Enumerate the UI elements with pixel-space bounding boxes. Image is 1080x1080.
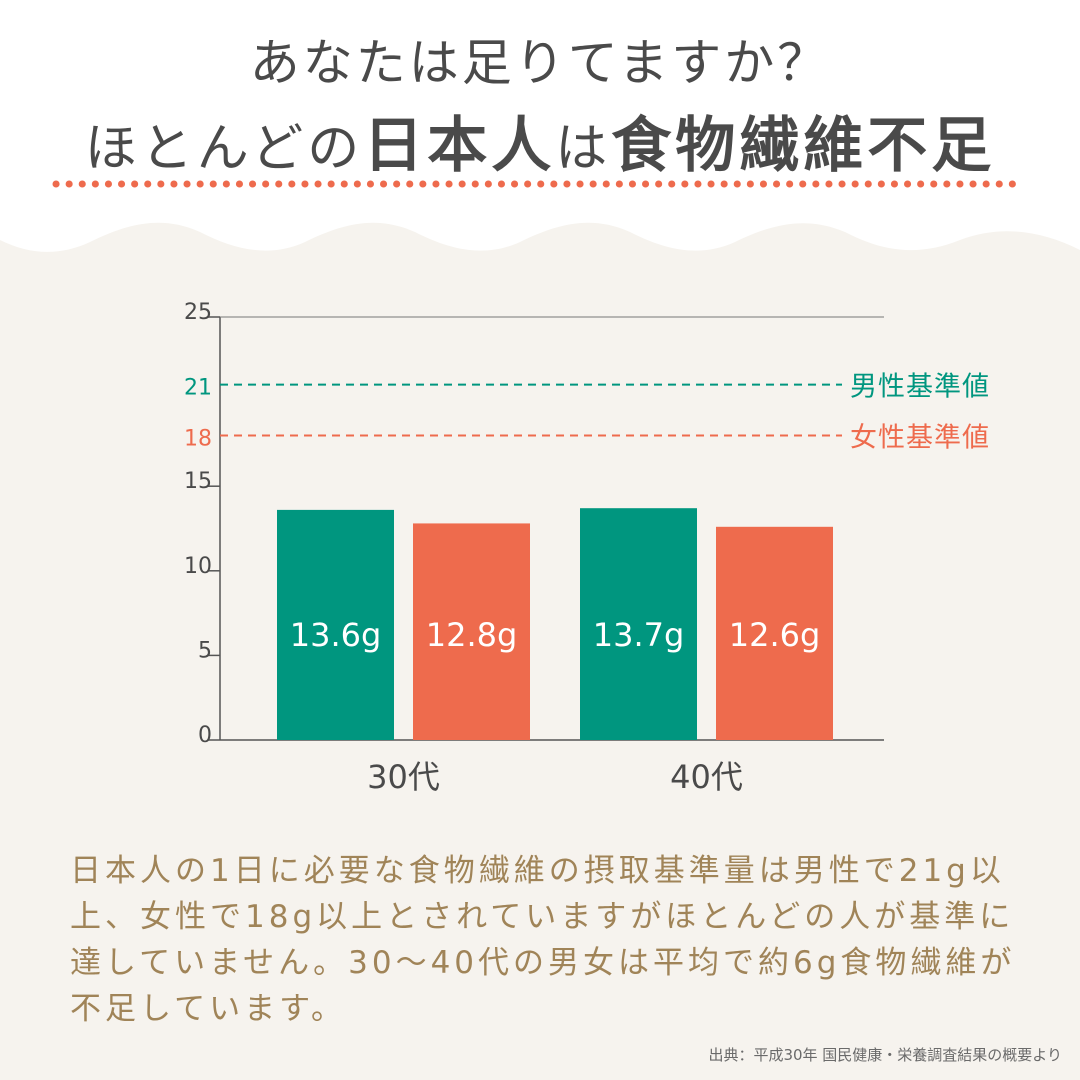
bar <box>580 508 697 740</box>
bar <box>716 526 833 740</box>
bar-value-label: 12.8g <box>426 616 518 654</box>
x-category-label: 30代 <box>367 758 440 796</box>
y-tick-label: 15 <box>184 469 212 494</box>
y-tick-label: 10 <box>184 554 212 579</box>
reference-tick-label: 21 <box>184 376 212 401</box>
reference-label: 男性基準値 <box>850 372 990 403</box>
title-question: あなたは足りてますか？ <box>249 34 831 92</box>
source-note: 出典：平成30年 国民健康・栄養調査結果の概要より <box>708 1046 1062 1064</box>
y-tick-label: 25 <box>184 300 212 325</box>
bar-value-label: 13.7g <box>593 616 685 654</box>
title-headline: ほとんどの日本人は食物繊維不足 <box>0 106 1080 189</box>
reference-tick-label: 18 <box>184 426 212 451</box>
title-part-3: は <box>555 119 612 179</box>
bar <box>413 523 530 740</box>
y-tick-label: 0 <box>198 723 212 748</box>
title-part-4: 食物繊維不足 <box>611 111 996 181</box>
title-part-1: ほとんどの <box>84 119 364 179</box>
x-category-label: 40代 <box>670 758 743 796</box>
reference-label: 女性基準値 <box>850 422 990 453</box>
bar-value-label: 12.6g <box>729 616 821 654</box>
header-background <box>0 0 1080 252</box>
description-text: 日本人の1日に必要な食物繊維の摂取基準量は男性で21g以上、女性で18g以上とさ… <box>70 853 1016 1027</box>
bar-value-label: 13.6g <box>290 616 382 654</box>
bar-chart: 0 5 10 15 25 21 男性基準値 18 女性基準値 13.6g 12.8g 30代 13.7g… <box>184 300 990 796</box>
bar <box>277 509 394 740</box>
y-tick-label: 5 <box>198 638 212 663</box>
title-part-2: 日本人 <box>363 111 556 181</box>
